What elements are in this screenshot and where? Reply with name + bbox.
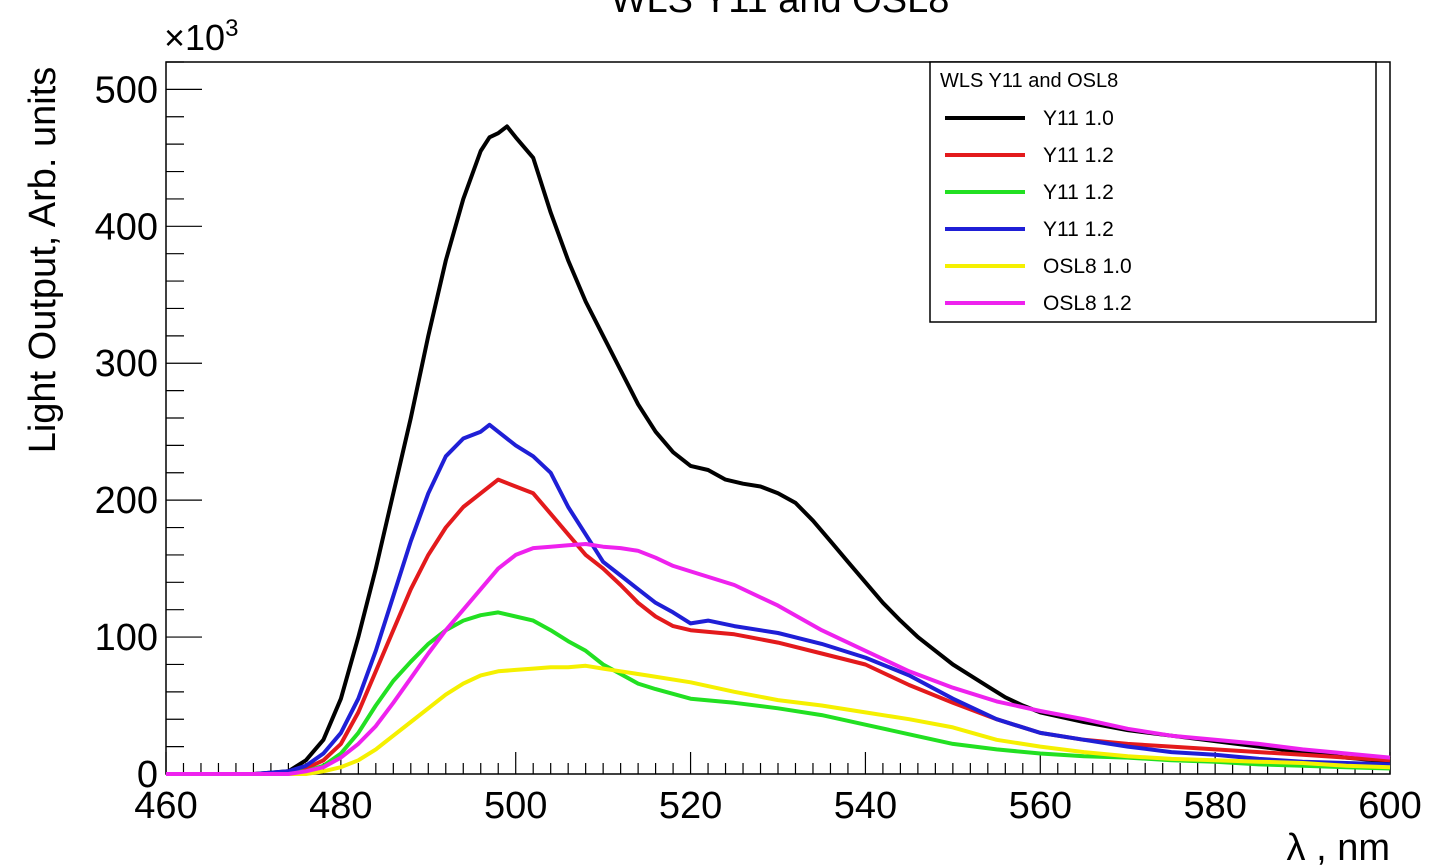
y-tick-label: 100 [95, 617, 158, 659]
legend-label: OSL8 1.2 [1043, 292, 1132, 315]
chart-title: WLS Y11 and OSL8 [611, 0, 950, 21]
series-line-5 [166, 663, 1391, 776]
y-multiplier-base: ×10 [164, 17, 225, 58]
legend-label: Y11 1.2 [1043, 144, 1114, 167]
svg-text:×103: ×103 [164, 15, 238, 58]
y-tick-label: 300 [95, 343, 158, 385]
y-multiplier: ×103 [164, 15, 238, 58]
x-tick-labels: 460 480 500 520 540 560 580 600 [134, 785, 1421, 827]
x-tick-label: 480 [309, 785, 372, 827]
legend-label: Y11 1.2 [1043, 218, 1114, 241]
y-multiplier-exponent: 3 [225, 15, 238, 42]
series-line-4 [166, 422, 1391, 776]
legend-entries: Y11 1.0 Y11 1.2 Y11 1.2 Y11 1.2 OSL8 1.0 OSL8… [945, 107, 1132, 315]
y-tick-label: 0 [137, 754, 158, 796]
legend-label: OSL8 1.0 [1043, 255, 1132, 278]
y-tick-label: 400 [95, 206, 158, 248]
x-tick-label: 460 [134, 785, 197, 827]
x-tick-label: 560 [1009, 785, 1072, 827]
legend-label: Y11 1.2 [1043, 181, 1114, 204]
series-line-2 [166, 477, 1391, 776]
series-lines [166, 124, 1391, 776]
y-axis-label: Light Output, Arb. units [22, 67, 64, 454]
x-tick-label: 580 [1183, 785, 1246, 827]
x-tick-label: 520 [659, 785, 722, 827]
x-tick-label: 600 [1358, 785, 1421, 827]
legend-label: Y11 1.0 [1043, 107, 1114, 130]
y-tick-label: 200 [95, 480, 158, 522]
x-tick-label: 540 [834, 785, 897, 827]
series-line-1 [166, 124, 1391, 776]
x-axis-label: λ , nm [1287, 827, 1390, 868]
y-tick-labels: 0 100 200 300 400 500 [95, 69, 158, 796]
y-tick-label: 500 [95, 69, 158, 111]
legend-title: WLS Y11 and OSL8 [940, 70, 1118, 92]
x-tick-label: 500 [484, 785, 547, 827]
series-line-6 [166, 542, 1391, 776]
